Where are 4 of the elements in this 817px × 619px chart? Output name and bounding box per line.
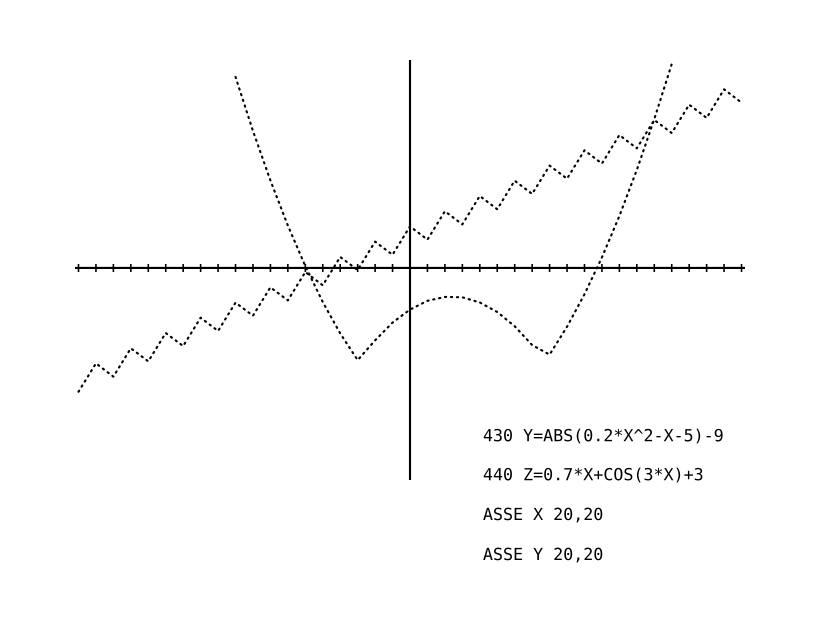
text: ASSE X 20,20 bbox=[483, 508, 602, 522]
text: 440 Z=0.7*X+COS(3*X)+3 bbox=[484, 468, 702, 482]
text: 430 Y=ABS(0.2*X^2-X-5)-9 bbox=[484, 428, 723, 444]
text: ASSE Y 20,20 bbox=[483, 548, 602, 562]
